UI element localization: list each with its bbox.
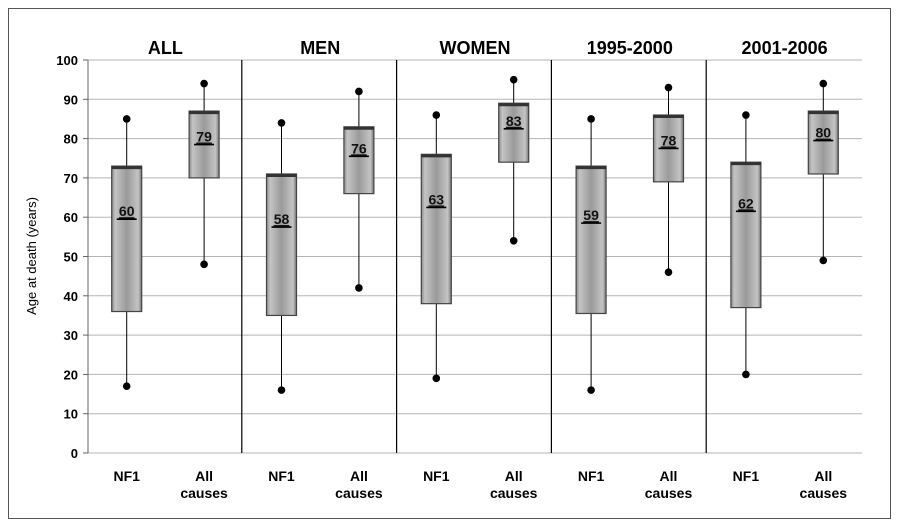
median-label-g0-b0: 60 (119, 203, 135, 219)
category-label-line: NF1 (113, 468, 140, 484)
category-label-line: causes (800, 485, 848, 501)
box-g1-b0 (265, 173, 298, 317)
median-label-g0-b1: 79 (196, 129, 212, 145)
min-point-g3-b0 (587, 386, 595, 394)
min-point-g1-b1 (355, 284, 363, 292)
median-label-g4-b0: 62 (738, 195, 754, 211)
box-g2-b0 (420, 153, 452, 305)
category-label-g4-b1: All causes (800, 468, 848, 501)
category-label-line: causes (335, 485, 383, 501)
category-label-line: All (505, 468, 523, 484)
category-label-g1-b1: All causes (335, 468, 383, 501)
min-point-g2-b0 (432, 374, 441, 383)
category-label-g2-b1: All causes (490, 468, 538, 501)
box-g3-b0 (575, 165, 607, 315)
max-point-g0-b1 (200, 79, 208, 88)
median-label-g4-b1: 80 (816, 125, 832, 141)
max-point-g3-b0 (587, 115, 595, 123)
category-label-g4-b0: NF1 (733, 468, 760, 484)
box-g2-b1 (498, 102, 530, 163)
category-label-line: All (660, 468, 678, 484)
group-title-4: 2001-2006 (742, 38, 828, 58)
category-label-line: All (814, 468, 832, 484)
category-label-line: NF1 (733, 468, 760, 484)
max-point-g2-b1 (509, 75, 518, 84)
min-point-g4-b0 (742, 370, 750, 379)
y-axis (83, 59, 89, 454)
min-point-g0-b1 (200, 260, 208, 269)
group-title-1: MEN (300, 38, 340, 58)
max-point-g1-b0 (277, 119, 286, 127)
category-label-g3-b1: All causes (645, 468, 693, 501)
category-label-g0-b0: NF1 (113, 468, 140, 484)
y-tick-label-70: 70 (64, 171, 78, 186)
min-point-g4-b1 (819, 256, 828, 265)
box-g0-b0 (111, 165, 143, 313)
category-label-g2-b0: NF1 (423, 468, 450, 484)
category-label-line: NF1 (578, 468, 605, 484)
max-point-g4-b0 (742, 111, 750, 119)
median-label-g1-b1: 76 (351, 140, 367, 156)
box-g4-b1 (807, 110, 839, 175)
median-label-g3-b0: 59 (583, 207, 599, 223)
y-tick-label-50: 50 (64, 250, 78, 265)
median-label-g1-b0: 58 (274, 211, 290, 227)
category-label-line: causes (490, 485, 538, 501)
box-g4-b0 (730, 161, 762, 309)
max-point-g0-b0 (122, 115, 131, 123)
median-label-g3-b1: 78 (661, 132, 677, 148)
category-label-line: NF1 (423, 468, 450, 484)
category-label-line: causes (645, 485, 693, 501)
category-label-g0-b1: All causes (180, 468, 228, 501)
category-label-g1-b0: NF1 (268, 468, 295, 484)
y-tick-label-0: 0 (71, 446, 78, 461)
y-tick-label-80: 80 (64, 132, 78, 147)
y-tick-label-60: 60 (64, 210, 78, 225)
min-point-g1-b0 (277, 386, 286, 394)
group-title-0: ALL (148, 38, 183, 58)
min-point-g0-b0 (122, 382, 131, 390)
min-point-g3-b1 (664, 268, 673, 277)
max-point-g3-b1 (664, 83, 673, 92)
group-separators (241, 60, 707, 453)
category-label-g3-b0: NF1 (578, 468, 605, 484)
max-point-g4-b1 (819, 79, 828, 88)
boxes (111, 75, 839, 394)
median-label-g2-b0: 63 (429, 191, 445, 207)
category-label-line: All (350, 468, 368, 484)
max-point-g2-b0 (432, 111, 441, 119)
y-tick-label-20: 20 (64, 367, 78, 382)
y-tick-label-40: 40 (64, 289, 78, 304)
max-point-g1-b1 (355, 87, 363, 96)
min-point-g2-b1 (509, 236, 518, 245)
category-label-line: NF1 (268, 468, 295, 484)
group-title-2: WOMEN (440, 38, 511, 58)
y-tick-label-30: 30 (64, 328, 78, 343)
y-tick-label-100: 100 (56, 53, 78, 68)
group-title-3: 1995-2000 (587, 38, 673, 58)
median-label-g2-b1: 83 (506, 113, 522, 129)
category-label-line: causes (180, 485, 228, 501)
y-tick-label-10: 10 (64, 407, 78, 422)
y-tick-label-90: 90 (64, 92, 78, 107)
box-g1-b1 (343, 126, 375, 195)
category-label-line: All (195, 468, 213, 484)
y-axis-label: Age at death (years) (24, 197, 39, 315)
